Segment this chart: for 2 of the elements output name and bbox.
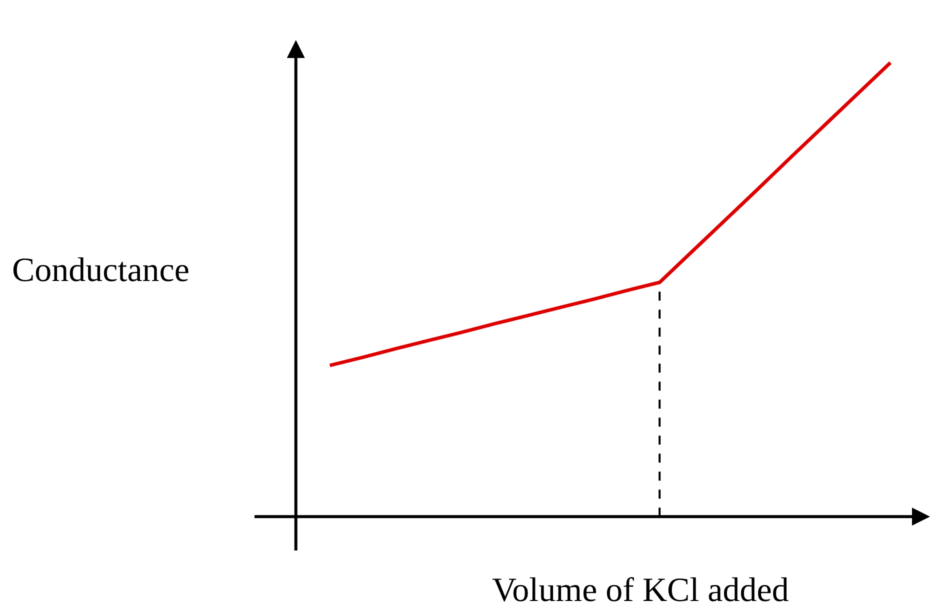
y-axis-title: Conductance xyxy=(12,252,190,289)
x-axis-title: Volume of KCl added xyxy=(492,572,789,609)
